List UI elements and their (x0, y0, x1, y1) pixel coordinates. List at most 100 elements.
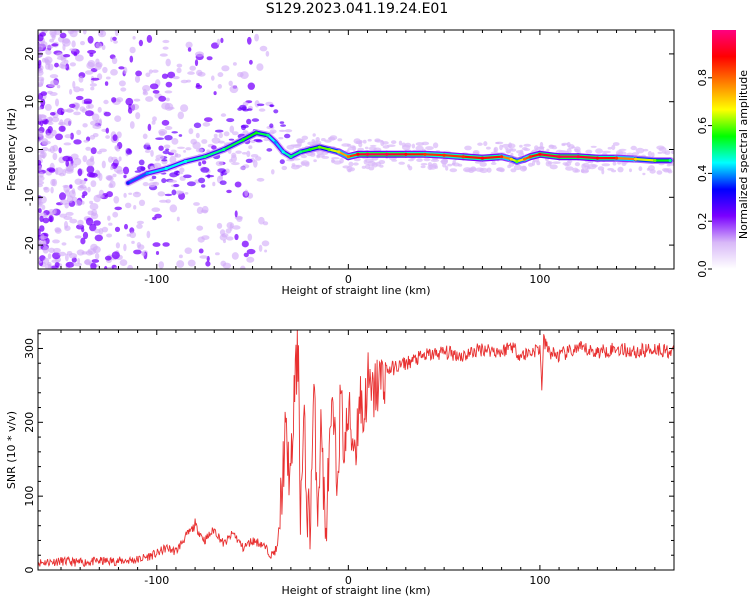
colorbar-ticks: 0.0 0.2 0.4 0.6 0.8 (696, 69, 712, 278)
ridge-point (557, 155, 561, 159)
ridge-segment (184, 155, 206, 163)
ridge-point (254, 131, 258, 135)
colorbar: 0.0 0.2 0.4 0.6 0.8 Normalized spectral ampl… (696, 30, 750, 278)
snr-plot-area (38, 330, 674, 570)
ridge-point (480, 156, 484, 160)
ridge-segment (615, 157, 637, 161)
x-tick-label: -100 (144, 574, 169, 587)
ridge-segment (328, 148, 340, 153)
y-tick-label: 200 (23, 412, 36, 433)
snr-x-axis-label: Height of straight line (km) (281, 584, 430, 597)
y-tick-label: 0 (23, 146, 36, 153)
ridge-point (668, 158, 672, 163)
ridge-segment (529, 153, 542, 158)
ridge-point (523, 157, 527, 161)
ridge-point (595, 156, 600, 160)
ridge-point (614, 156, 619, 160)
ridge-point (126, 181, 130, 185)
ridge-point (634, 157, 638, 161)
ridge-point (576, 155, 580, 159)
y-tick-label: 20 (23, 47, 36, 61)
ridge-point (461, 155, 465, 159)
ridge-segment (241, 131, 258, 141)
ridge-point (500, 155, 504, 159)
colorbar-tick-label: 0.0 (696, 260, 709, 278)
ridge-point (442, 153, 446, 157)
ridge-point (222, 147, 226, 152)
ridge-segment (423, 153, 446, 157)
x-tick-label: 100 (529, 574, 550, 587)
ridge-segment (289, 150, 302, 158)
ridge-point (164, 167, 168, 171)
y-tick-label: 0 (23, 567, 36, 574)
ridge-point (528, 155, 532, 159)
ridge-segment (308, 146, 321, 151)
x-tick-label: 0 (345, 273, 352, 286)
ridge-segment (126, 172, 149, 185)
ridge-segment (203, 148, 225, 158)
ridge-point (241, 138, 245, 142)
ridge-point (365, 152, 370, 156)
ridge-point (327, 147, 331, 152)
snr-panel: -100 0 100 0 100 200 300 Height of straight li… (5, 329, 675, 597)
ridge-point (423, 152, 427, 156)
ridge-point (346, 155, 350, 159)
figure-title: S129.2023.041.19.24.E01 (265, 1, 449, 17)
ridge-segment (347, 153, 359, 158)
snr-frame (37, 329, 675, 571)
ridge-segment (165, 160, 187, 170)
ridge-point (515, 159, 519, 163)
ridge-segment (443, 154, 465, 158)
colorbar-gradient (712, 30, 736, 269)
snr-y-axis-label: SNR (10 * v/v) (5, 411, 18, 489)
ridge-segment (462, 155, 484, 160)
ridge-point (298, 150, 302, 154)
ridge-point (509, 157, 513, 161)
ridge-point (273, 140, 278, 144)
ridge-point (203, 155, 207, 159)
spectrogram-ridge (124, 129, 674, 187)
ridge-segment (146, 167, 168, 175)
ridge-segment (634, 158, 656, 162)
ridge-point (281, 150, 285, 154)
ridge-segment (337, 150, 350, 158)
ridge-point (308, 147, 312, 152)
y-tick-label: 10 (23, 95, 36, 109)
ridge-point (318, 145, 322, 149)
x-tick-label: 0 (345, 574, 352, 587)
spectrogram-noise-cloud (38, 30, 674, 269)
ridge-point (653, 158, 657, 163)
ridge-segment (299, 148, 312, 153)
ridge-point (289, 155, 293, 159)
y-tick-label: 300 (23, 338, 36, 359)
snr-series-line (38, 330, 674, 568)
snr-ticks: -100 0 100 0 100 200 300 (23, 330, 674, 587)
ridge-point (538, 152, 542, 156)
ridge-segment (255, 131, 269, 137)
x-tick-label: -100 (144, 273, 169, 286)
spectrogram-x-axis-label: Height of straight line (km) (281, 284, 430, 297)
colorbar-tick-label: 0.6 (696, 117, 709, 135)
ridge-point (385, 152, 389, 156)
ridge-point (145, 171, 149, 175)
ridge-point (266, 133, 270, 137)
ridge-segment (266, 134, 277, 144)
y-tick-label: -20 (23, 236, 36, 254)
ridge-point (356, 152, 360, 156)
ridge-segment (274, 141, 285, 153)
x-tick-label: 100 (529, 273, 550, 286)
ridge-segment (481, 155, 503, 160)
ridge-segment (577, 155, 599, 160)
ridge-segment (318, 146, 331, 151)
ridge-point (183, 159, 188, 163)
colorbar-tick-label: 0.8 (696, 69, 709, 87)
ridge-segment (222, 138, 245, 151)
ridge-segment (500, 155, 513, 161)
spectrogram-y-axis-label: Frequency (Hz) (5, 108, 18, 191)
colorbar-tick-label: 0.4 (696, 165, 709, 183)
colorbar-tick-label: 0.2 (696, 212, 709, 230)
ridge-point (337, 150, 341, 154)
y-tick-label: -10 (23, 188, 36, 206)
